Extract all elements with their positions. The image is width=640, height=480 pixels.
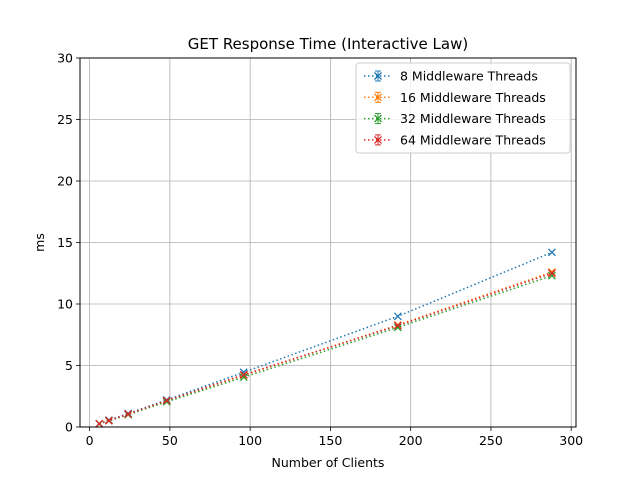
data-point (547, 268, 556, 276)
y-tick-label: 25 (57, 112, 73, 127)
x-tick-label: 250 (479, 433, 503, 448)
legend-label: 16 Middleware Threads (400, 90, 546, 105)
legend-item: 64 Middleware Threads (364, 132, 546, 147)
data-point (239, 373, 248, 382)
data-point (547, 269, 556, 278)
data-point (393, 312, 402, 321)
y-axis-label: ms (32, 233, 47, 252)
legend-item: 16 Middleware Threads (364, 90, 546, 105)
series-layer (95, 248, 556, 428)
x-tick-label: 0 (86, 433, 94, 448)
data-point (239, 370, 248, 379)
data-point (162, 397, 171, 406)
legend-label: 32 Middleware Threads (400, 111, 546, 126)
y-tick-label: 15 (57, 235, 73, 250)
chart-title: GET Response Time (Interactive Law) (188, 35, 468, 53)
x-tick-label: 200 (399, 433, 423, 448)
series-4 (95, 269, 556, 428)
x-tick-label: 150 (318, 433, 342, 448)
legend-marker (374, 72, 382, 80)
legend: 8 Middleware Threads 16 Middleware Thread… (355, 62, 571, 154)
data-point (162, 396, 171, 405)
data-point (124, 410, 133, 419)
y-tick-label: 30 (57, 51, 73, 66)
legend-item: 8 Middleware Threads (364, 69, 538, 84)
x-tick-label: 100 (238, 433, 262, 448)
data-point (393, 321, 402, 330)
legend-label: 64 Middleware Threads (400, 132, 546, 147)
data-point (547, 271, 556, 280)
data-point (95, 419, 104, 428)
legend-marker (374, 93, 382, 102)
legend-label: 8 Middleware Threads (400, 69, 538, 84)
legend-marker (374, 135, 382, 144)
legend-frame (355, 62, 571, 154)
x-tick-label: 300 (559, 433, 583, 448)
data-point (104, 416, 113, 425)
y-tick-label: 5 (65, 358, 73, 373)
legend-item: 32 Middleware Threads (364, 111, 546, 126)
y-tick-label: 10 (57, 297, 73, 312)
ticks: 0 50 100 150 200 250 300 0 5 10 15 20 25 30 (57, 51, 583, 449)
data-point (547, 248, 556, 257)
legend-marker (374, 114, 382, 123)
y-tick-label: 20 (57, 174, 73, 189)
x-tick-label: 50 (162, 433, 178, 448)
x-axis-label: Number of Clients (272, 455, 385, 470)
y-tick-label: 0 (65, 420, 73, 435)
